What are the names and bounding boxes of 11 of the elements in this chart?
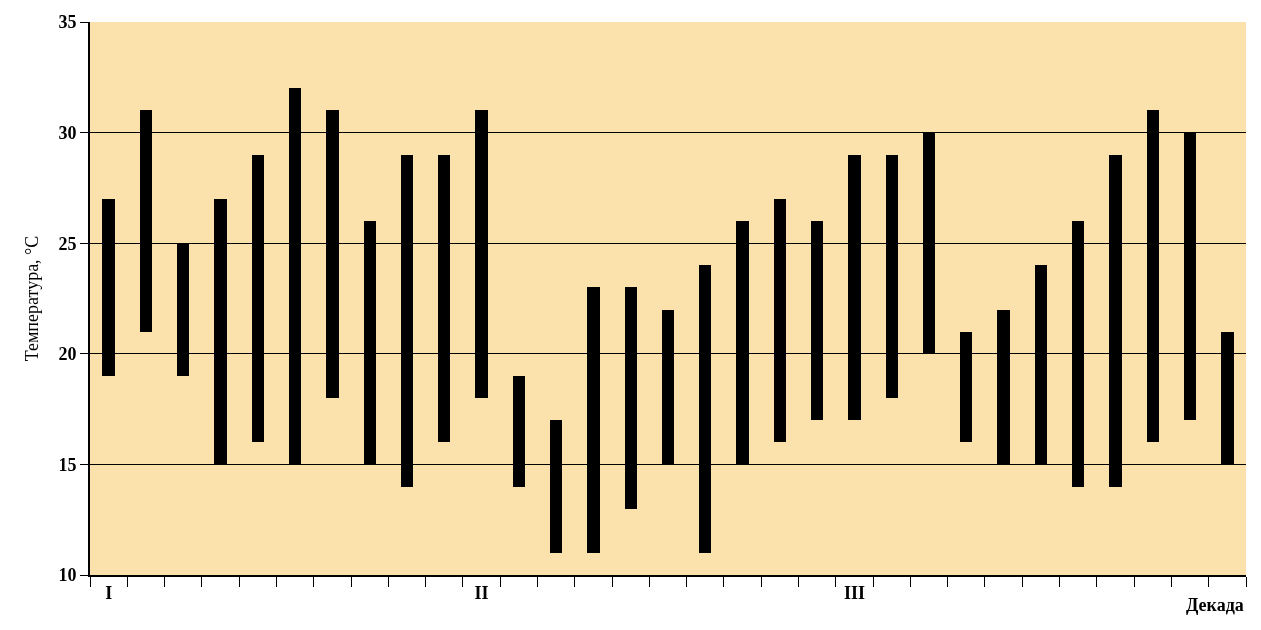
y-tick-label: 35 (58, 12, 77, 33)
y-tick-label: 10 (58, 565, 77, 586)
y-tick-label: 25 (58, 233, 77, 254)
x-axis-title: Декада (1186, 595, 1244, 615)
x-tick-label: II (474, 582, 489, 603)
y-tick-label: 30 (58, 122, 77, 143)
x-tick-label: III (843, 582, 865, 603)
y-tick-label: 15 (58, 454, 77, 475)
y-axis-title: Температура, °C (22, 235, 43, 362)
x-tick-label: I (105, 582, 113, 603)
y-tick-label: 20 (58, 344, 77, 365)
